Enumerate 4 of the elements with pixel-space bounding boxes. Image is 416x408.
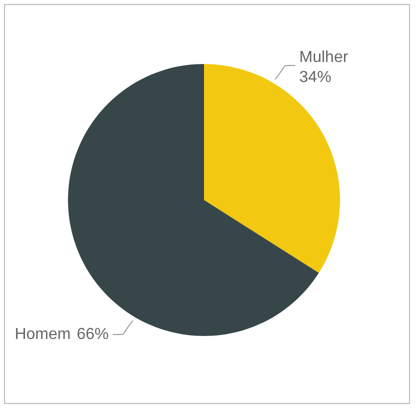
- slice-label: Mulher: [299, 48, 349, 66]
- data-label: 66%: [76, 326, 109, 343]
- data-label: 34%: [299, 68, 332, 86]
- slice-label: Homem: [14, 326, 71, 343]
